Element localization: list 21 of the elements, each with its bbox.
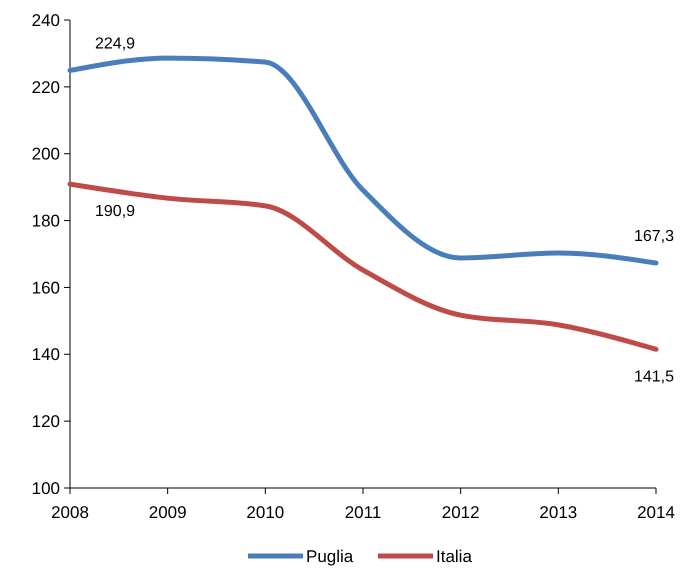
y-tick-label: 220 <box>32 78 60 97</box>
x-tick-label: 2014 <box>637 503 675 522</box>
data-label: 167,3 <box>634 228 674 246</box>
y-tick-label: 120 <box>32 412 60 432</box>
x-tick-label: 2011 <box>344 503 382 522</box>
y-tick-label: 180 <box>32 212 60 231</box>
y-tick-label: 140 <box>32 345 60 364</box>
data-label: 224,9 <box>95 35 136 52</box>
data-label: 141,5 <box>634 368 674 386</box>
legend-label: Puglia <box>306 546 354 566</box>
x-tick-label: 2009 <box>148 503 187 522</box>
x-tick-label: 2008 <box>51 503 89 522</box>
data-label: 190,9 <box>95 203 136 220</box>
y-tick-label: 160 <box>32 278 60 298</box>
legend-label: Italia <box>436 546 472 566</box>
x-tick-label: 2012 <box>442 503 480 522</box>
x-tick-label: 2010 <box>246 503 284 522</box>
x-tick-label: 2013 <box>539 503 578 522</box>
y-tick-label: 200 <box>32 144 60 164</box>
y-tick-label: 100 <box>32 478 60 498</box>
y-tick-label: 240 <box>32 10 60 30</box>
